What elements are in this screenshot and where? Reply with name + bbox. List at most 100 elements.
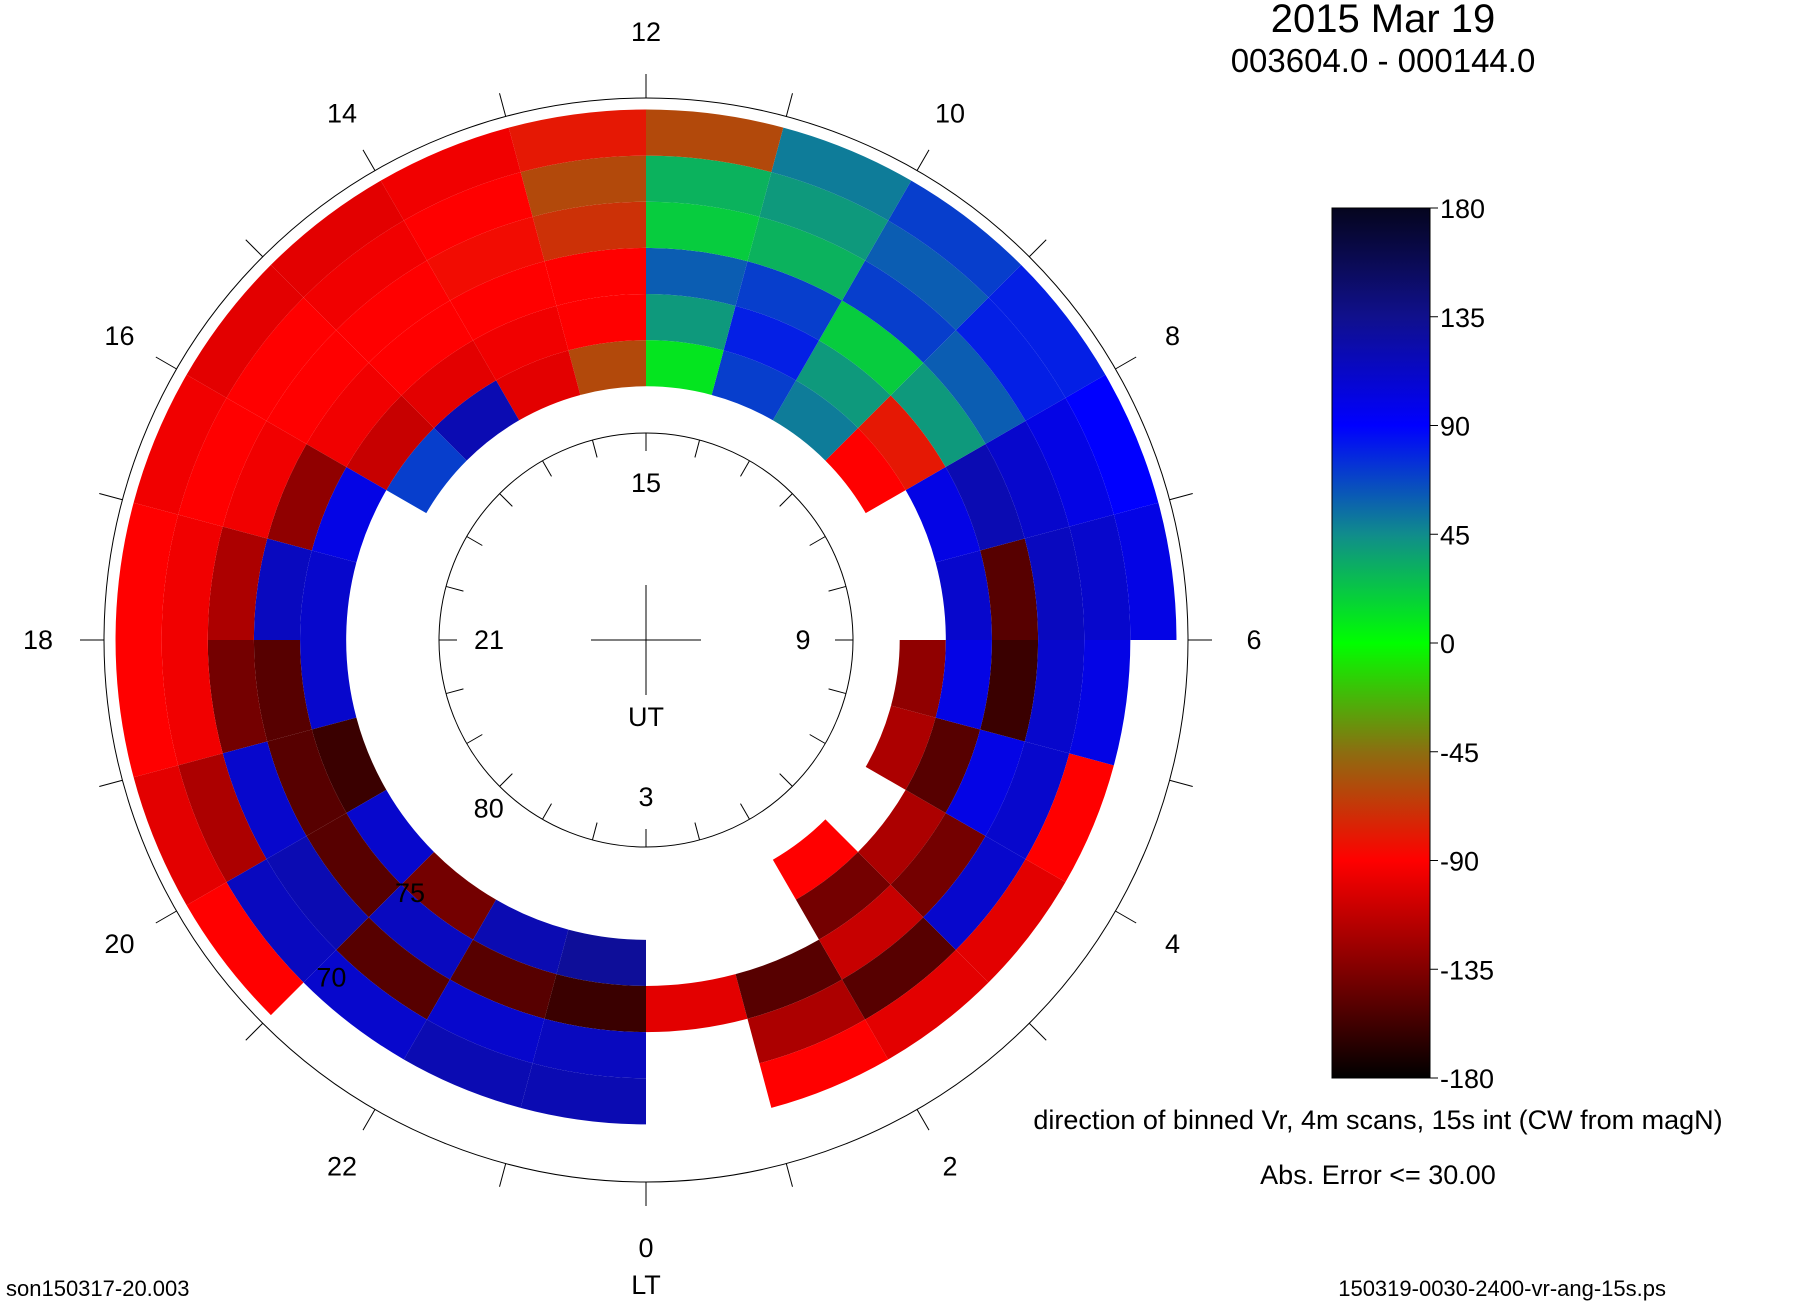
data-cell xyxy=(818,884,924,980)
data-cell xyxy=(473,899,569,975)
data-cell xyxy=(735,261,843,341)
lat-tick-label: 75 xyxy=(395,878,425,908)
data-cell xyxy=(266,836,369,950)
data-cell xyxy=(267,729,347,837)
ut-tick-label: 15 xyxy=(631,468,661,498)
data-cell xyxy=(795,340,891,428)
data-cell xyxy=(270,180,404,298)
lt-tick xyxy=(785,1163,793,1187)
data-cell xyxy=(346,395,434,491)
ut-tick xyxy=(591,822,598,841)
lt-tick xyxy=(499,93,507,117)
error-note: Abs. Error <= 30.00 xyxy=(1260,1160,1496,1190)
lt-tick-label: 22 xyxy=(327,1152,357,1182)
ut-tick xyxy=(466,536,483,546)
data-cell xyxy=(1065,374,1159,515)
lt-tick-label: 14 xyxy=(327,98,357,128)
data-cell xyxy=(858,789,946,885)
lt-tick-label: 8 xyxy=(1165,321,1180,351)
lt-tick-label: 20 xyxy=(104,929,134,959)
data-cell xyxy=(1024,526,1085,640)
data-cell xyxy=(222,741,307,860)
data-cell xyxy=(985,741,1070,860)
colorbar-tick-label: 45 xyxy=(1440,520,1470,550)
data-cell xyxy=(646,201,760,262)
data-cell xyxy=(253,640,312,742)
data-cell xyxy=(1069,640,1131,766)
data-cell xyxy=(346,789,434,885)
data-cell xyxy=(433,380,520,461)
lt-tick-label: 4 xyxy=(1165,929,1180,959)
data-cell xyxy=(267,443,347,551)
data-cell xyxy=(556,929,646,986)
lt-tick xyxy=(155,356,177,370)
lt-axis-label: LT xyxy=(631,1270,661,1300)
data-cell xyxy=(980,538,1039,640)
data-cell xyxy=(426,216,545,301)
data-cell xyxy=(532,201,646,262)
data-cell xyxy=(178,753,267,883)
lt-tick xyxy=(99,779,123,787)
data-cell xyxy=(905,717,981,813)
data-cell xyxy=(825,427,906,514)
chart-subtitle: 003604.0 - 000144.0 xyxy=(1231,42,1536,79)
colorbar-tick-label: 180 xyxy=(1440,194,1485,224)
data-cell xyxy=(508,109,646,173)
data-cell xyxy=(133,765,227,906)
colorbar-tick-label: 135 xyxy=(1440,303,1485,333)
data-cell xyxy=(771,127,912,221)
data-cell xyxy=(842,260,956,363)
data-cell xyxy=(955,859,1066,983)
ut-tick xyxy=(828,585,847,592)
data-cell xyxy=(300,550,357,640)
data-cell xyxy=(723,305,819,381)
lt-tick-label: 18 xyxy=(23,625,53,655)
ut-tick xyxy=(694,822,701,841)
data-cell xyxy=(858,395,946,491)
data-cell xyxy=(772,819,859,900)
ut-tick xyxy=(740,460,750,477)
data-cell xyxy=(496,350,581,421)
lt-tick xyxy=(785,93,793,117)
data-cell xyxy=(865,705,936,790)
caption: direction of binned Vr, 4m scans, 15s in… xyxy=(1033,1105,1722,1135)
data-cell xyxy=(865,949,989,1060)
colorbar-tick-label: -45 xyxy=(1440,738,1479,768)
lt-tick xyxy=(1115,356,1137,370)
data-cell xyxy=(226,297,337,421)
colorbar xyxy=(1331,207,1431,1079)
ut-tick xyxy=(779,773,793,787)
lat-tick-label: 80 xyxy=(474,794,504,824)
data-cell xyxy=(311,717,387,813)
footer-right: 150319-0030-2400-vr-ang-15s.ps xyxy=(1338,1276,1666,1301)
data-cell xyxy=(795,852,891,940)
data-cell xyxy=(735,939,843,1019)
data-cell xyxy=(306,812,402,918)
chart-title: 2015 Mar 19 xyxy=(1271,0,1496,41)
data-cell xyxy=(568,340,646,395)
data-cell xyxy=(988,264,1106,398)
lt-tick-label: 0 xyxy=(638,1233,653,1263)
data-cell xyxy=(401,340,497,428)
data-cell xyxy=(449,939,557,1019)
data-cell xyxy=(426,979,545,1064)
ut-tick xyxy=(779,493,793,507)
data-cell xyxy=(985,420,1070,539)
lt-tick xyxy=(916,1109,930,1131)
data-cell xyxy=(368,884,474,980)
lt-tick xyxy=(245,239,264,258)
data-cell xyxy=(133,374,227,515)
data-cell xyxy=(759,1019,889,1108)
data-cell xyxy=(891,640,946,718)
data-cell xyxy=(336,917,450,1020)
colorbar-tick-label: -135 xyxy=(1440,955,1494,985)
lt-tick xyxy=(155,910,177,924)
colorbar-tick-label: 90 xyxy=(1440,412,1470,442)
data-cell xyxy=(336,260,450,363)
data-cell xyxy=(186,882,304,1016)
data-cell xyxy=(520,1063,646,1125)
lt-tick-label: 16 xyxy=(104,321,134,351)
ut-tick xyxy=(828,688,847,695)
data-cell xyxy=(303,220,427,331)
data-cell xyxy=(711,350,796,421)
